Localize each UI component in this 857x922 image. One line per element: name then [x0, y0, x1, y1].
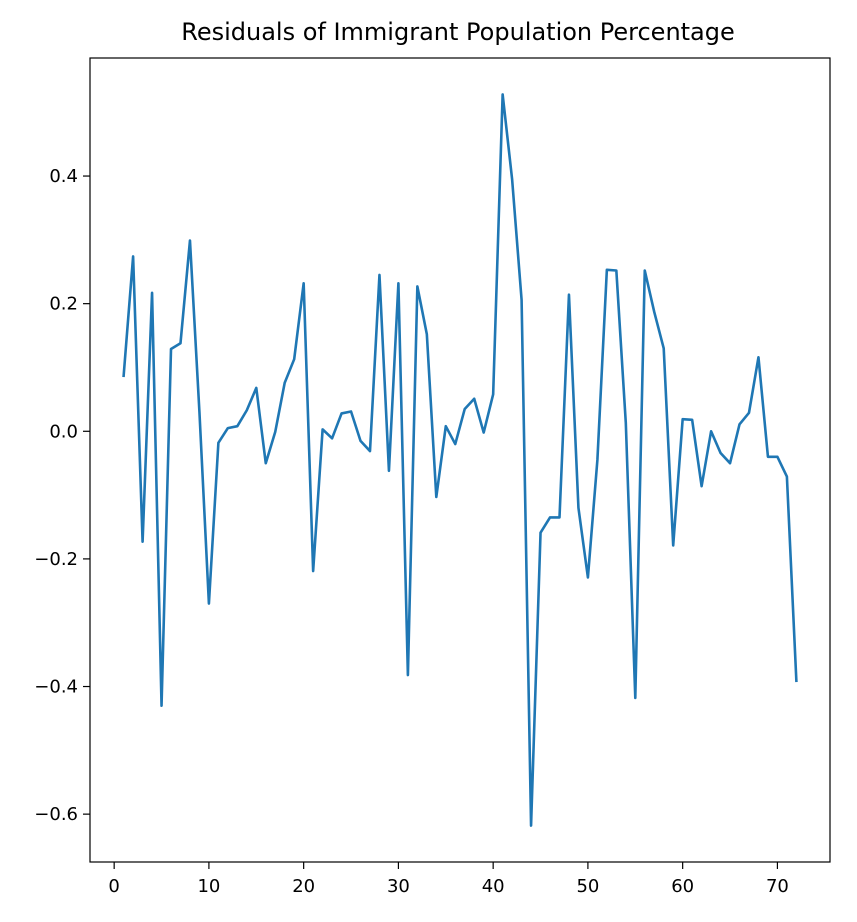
x-tick-label: 20 — [292, 876, 315, 897]
x-tick-label: 50 — [576, 876, 599, 897]
y-tick-label: 0.0 — [49, 421, 78, 442]
axes-frame — [89, 57, 831, 863]
y-tick-label: 0.4 — [49, 166, 78, 187]
x-tick-label: 0 — [108, 876, 119, 897]
x-tick-label: 60 — [671, 876, 694, 897]
x-tick-label: 70 — [766, 876, 789, 897]
y-tick-label: −0.2 — [34, 549, 78, 570]
x-tick-label: 40 — [482, 876, 505, 897]
x-tick-label: 30 — [387, 876, 410, 897]
chart-title: Residuals of Immigrant Population Percen… — [181, 18, 735, 46]
plot-area — [122, 93, 798, 827]
series-line-0 — [122, 93, 798, 827]
y-tick-label: 0.2 — [49, 294, 78, 315]
y-tick-label: −0.6 — [34, 804, 78, 825]
x-tick-label: 10 — [197, 876, 220, 897]
y-tick-label: −0.4 — [34, 677, 78, 698]
axes: 0 10 20 30 40 50 60 70 −0.6 −0.4 −0.2 0.0 0.2 0.4 — [34, 57, 831, 897]
